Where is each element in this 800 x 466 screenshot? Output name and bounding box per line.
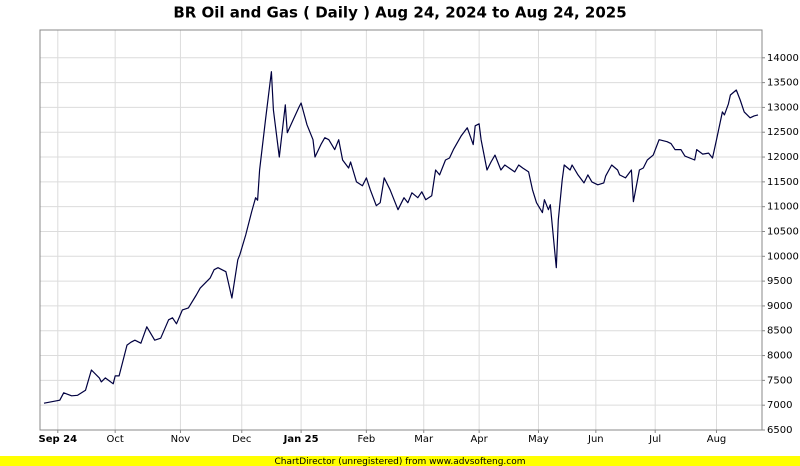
y-tick-label: 9500 xyxy=(767,276,792,287)
x-tick-label: Jun xyxy=(587,434,604,445)
x-tick-label: Feb xyxy=(358,434,376,445)
y-tick-label: 10500 xyxy=(767,226,799,237)
footer: ChartDirector (unregistered) from www.ad… xyxy=(274,457,525,466)
y-tick-label: 11500 xyxy=(767,177,799,188)
y-tick-label: 8500 xyxy=(767,326,792,337)
grid xyxy=(40,30,762,431)
chart-title: BR Oil and Gas ( Daily ) Aug 24, 2024 to… xyxy=(173,4,626,22)
price-line xyxy=(43,71,759,404)
x-tick-label: Jan 25 xyxy=(283,434,319,445)
y-tick-label: 14000 xyxy=(767,53,799,64)
y-tick-label: 13000 xyxy=(767,102,799,113)
plot xyxy=(43,71,759,404)
x-tick-label: Mar xyxy=(414,434,434,445)
footer-bar xyxy=(0,456,800,466)
y-tick-label: 7500 xyxy=(767,375,792,386)
y-tick-label: 8000 xyxy=(767,351,792,362)
x-tick-label: Dec xyxy=(232,434,251,445)
x-tick-label: Sep 24 xyxy=(39,434,78,445)
y-tick-label: 12000 xyxy=(767,152,799,163)
x-tick-label: Oct xyxy=(107,434,124,445)
y-tick-label: 7000 xyxy=(767,400,792,411)
y-tick-label: 9000 xyxy=(767,301,792,312)
x-tick-label: Apr xyxy=(470,434,488,445)
x-tick-label: May xyxy=(528,434,549,445)
plot-border xyxy=(39,29,763,431)
y-tick-label: 11000 xyxy=(767,202,799,213)
x-tick-label: Nov xyxy=(171,434,191,445)
y-tick-label: 6500 xyxy=(767,425,792,436)
y-tick-label: 12500 xyxy=(767,127,799,138)
x-tick-label: Jul xyxy=(648,434,661,445)
x-tick-label: Aug xyxy=(707,434,727,445)
y-tick-label: 13500 xyxy=(767,78,799,89)
y-tick-label: 10000 xyxy=(767,251,799,262)
